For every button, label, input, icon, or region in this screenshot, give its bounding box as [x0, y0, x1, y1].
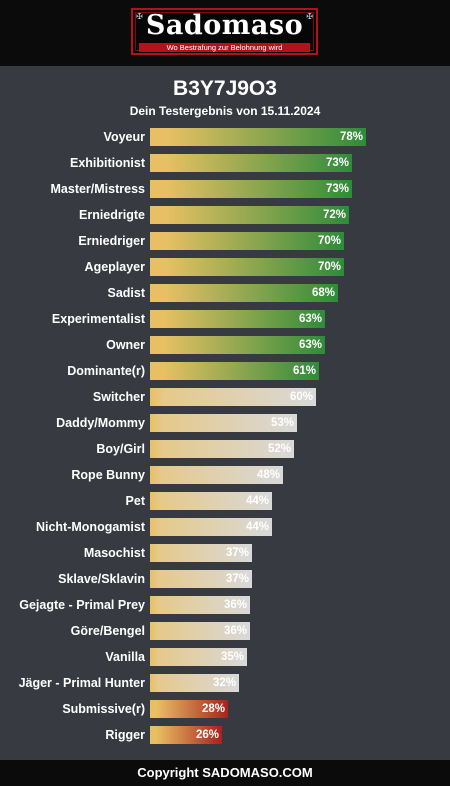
result-bar: 72%	[150, 206, 349, 224]
category-label: Daddy/Mommy	[56, 416, 145, 430]
bar-value-label: 48%	[256, 469, 280, 481]
copyright-text[interactable]: Copyright SADOMASO.COM	[137, 765, 313, 780]
result-bar: 53%	[150, 414, 297, 432]
category-label: Master/Mistress	[50, 182, 146, 196]
category-label: Sadist	[107, 286, 145, 300]
result-bar: 61%	[150, 362, 319, 380]
category-label: Submissive(r)	[62, 702, 145, 716]
result-bar: 73%	[150, 180, 352, 198]
bar-value-label: 53%	[270, 417, 294, 429]
category-label: Masochist	[83, 546, 145, 560]
result-bar: 63%	[150, 310, 325, 328]
bar-value-label: 36%	[223, 599, 247, 611]
result-bar: 68%	[150, 284, 338, 302]
bar-value-label: 60%	[289, 391, 313, 403]
logo-tagline: Wo Bestrafung zur Belohnung wird	[139, 43, 310, 52]
bar-value-label: 68%	[311, 287, 335, 299]
site-logo[interactable]: ✠ ✠ Sadomaso Wo Bestrafung zur Belohnung…	[131, 8, 318, 55]
category-label: Göre/Bengel	[70, 624, 145, 638]
result-bar: 32%	[150, 674, 239, 692]
category-label: Vanilla	[105, 650, 145, 664]
bar-value-label: 63%	[298, 313, 322, 325]
category-label: Voyeur	[103, 130, 145, 144]
bar-value-label: 36%	[223, 625, 247, 637]
result-bar: 78%	[150, 128, 366, 146]
bar-value-label: 70%	[317, 235, 341, 247]
category-label: Rigger	[105, 728, 145, 742]
category-label: Jäger - Primal Hunter	[18, 676, 145, 690]
category-label: Nicht-Monogamist	[35, 520, 145, 534]
bar-value-label: 37%	[225, 547, 249, 559]
chart-subtitle: Dein Testergebnis von 15.11.2024	[129, 104, 321, 118]
result-bar: 73%	[150, 154, 352, 172]
bar-value-label: 37%	[225, 573, 249, 585]
category-label: Gejagte - Primal Prey	[19, 598, 145, 612]
bar-value-label: 78%	[339, 131, 363, 143]
chart-title: B3Y7J9O3	[173, 77, 277, 100]
result-bar: 37%	[150, 570, 252, 588]
result-bar: 37%	[150, 544, 252, 562]
result-bar: 52%	[150, 440, 294, 458]
result-bar: 70%	[150, 232, 344, 250]
result-bar: 44%	[150, 518, 272, 536]
result-bar: 35%	[150, 648, 247, 666]
header-bar: ✠ ✠ Sadomaso Wo Bestrafung zur Belohnung…	[0, 0, 450, 66]
result-bar: 26%	[150, 726, 222, 744]
footer-bar: Copyright SADOMASO.COM	[0, 760, 450, 786]
category-label: Ageplayer	[84, 260, 145, 274]
category-label: Sklave/Sklavin	[58, 572, 145, 586]
result-bar: 70%	[150, 258, 344, 276]
result-bar: 60%	[150, 388, 316, 406]
category-label: Switcher	[92, 390, 145, 404]
category-label: Experimentalist	[51, 312, 145, 326]
category-label: Owner	[106, 338, 145, 352]
bar-value-label: 72%	[322, 209, 346, 221]
category-label: Erniedrigte	[79, 208, 145, 222]
bar-value-label: 61%	[292, 365, 316, 377]
category-label: Pet	[125, 494, 145, 508]
bar-value-label: 73%	[325, 183, 349, 195]
bar-value-label: 70%	[317, 261, 341, 273]
result-bar: 36%	[150, 622, 250, 640]
bar-value-label: 35%	[220, 651, 244, 663]
logo-corner-ornament: ✠	[306, 12, 313, 21]
result-bar: 28%	[150, 700, 228, 718]
bar-value-label: 44%	[245, 521, 269, 533]
result-bar: 48%	[150, 466, 283, 484]
bar-value-label: 28%	[201, 703, 225, 715]
bar-value-label: 52%	[267, 443, 291, 455]
category-label: Boy/Girl	[96, 442, 145, 456]
category-label: Rope Bunny	[71, 468, 145, 482]
result-bar: 36%	[150, 596, 250, 614]
bar-value-label: 73%	[325, 157, 349, 169]
bar-value-label: 32%	[212, 677, 236, 689]
category-label: Dominante(r)	[67, 364, 145, 378]
bar-value-label: 63%	[298, 339, 322, 351]
logo-wordmark: Sadomaso	[145, 10, 304, 41]
bar-value-label: 44%	[245, 495, 269, 507]
result-bar: 63%	[150, 336, 325, 354]
category-label: Exhibitionist	[70, 156, 145, 170]
result-bar: 44%	[150, 492, 272, 510]
bar-value-label: 26%	[195, 729, 219, 741]
logo-corner-ornament: ✠	[136, 12, 143, 21]
category-label: Erniedriger	[78, 234, 145, 248]
